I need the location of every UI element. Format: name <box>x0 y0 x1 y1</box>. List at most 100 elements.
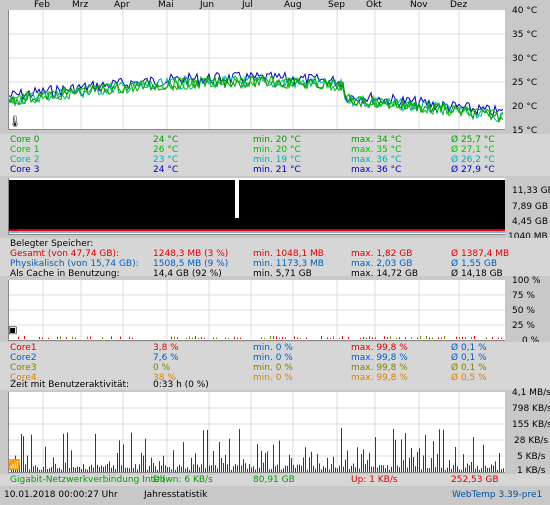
cpu-bar <box>420 336 421 339</box>
cpu-bar <box>102 337 103 339</box>
network-bar <box>107 463 108 472</box>
cpu-bar <box>279 337 280 339</box>
network-bar <box>31 434 32 472</box>
cpu-bar <box>285 337 286 339</box>
net-y-label: 798 KB/s <box>512 404 550 414</box>
network-bar <box>241 465 242 472</box>
cpu-legend: Core1 3,8 % min. 0 % max. 99,8 % Ø 0,1 %… <box>0 342 550 390</box>
temperature-chart <box>8 10 505 130</box>
network-bar <box>147 469 148 472</box>
memory-legend: Belegter Speicher: Gesamt (von 47,74 GB)… <box>0 238 550 279</box>
network-bar <box>289 454 290 472</box>
cpu-bar <box>111 336 112 339</box>
cpu-bar <box>426 336 427 339</box>
network-bar <box>127 467 128 472</box>
network-bar <box>275 466 276 472</box>
network-bar <box>429 468 430 472</box>
network-plot <box>9 392 505 472</box>
network-bar <box>205 468 206 472</box>
network-bar <box>287 465 288 472</box>
network-bar <box>93 467 94 472</box>
memory-gap <box>235 178 239 218</box>
cpu-bar <box>24 336 25 339</box>
cpu-bar <box>459 337 460 339</box>
network-bar <box>119 440 120 472</box>
cpu-bar <box>66 337 67 339</box>
temp-series-line <box>9 75 504 123</box>
network-bar <box>299 464 300 472</box>
network-bar <box>25 464 26 472</box>
network-legend: Gigabit-Netzwerkverbindung Intel( Down: … <box>0 474 550 486</box>
network-bar <box>291 458 292 472</box>
cpu-bar <box>486 337 487 339</box>
network-bar <box>29 469 30 472</box>
cpu-bar <box>441 337 442 339</box>
network-bar <box>489 467 490 472</box>
cpu-bar <box>375 337 376 339</box>
network-bar <box>355 467 356 472</box>
network-bar <box>475 468 476 472</box>
network-bar <box>203 430 204 472</box>
network-bar <box>209 465 210 472</box>
cpu-plot <box>9 280 505 340</box>
cpu-icon: ▣ <box>8 325 18 336</box>
network-bar <box>499 452 500 472</box>
network-bar <box>439 429 440 472</box>
network-bar <box>413 456 414 472</box>
cpu-bar <box>360 337 361 339</box>
network-bar <box>235 464 236 472</box>
network-bar <box>13 469 14 472</box>
network-bar <box>55 463 56 472</box>
network-bar <box>375 437 376 472</box>
footer-app-version[interactable]: WebTemp 3.39-pre1 <box>452 490 543 500</box>
network-bar <box>407 467 408 472</box>
cpu-bar <box>492 336 493 339</box>
network-bar <box>281 469 282 472</box>
network-bar <box>309 457 310 472</box>
network-bar <box>265 453 266 472</box>
cpu-bar <box>501 337 502 339</box>
network-bar <box>173 450 174 472</box>
month-axis: Feb Mrz Apr Mai Jun Jul Aug Sep Okt Nov Dez <box>8 0 504 10</box>
network-bar <box>49 468 50 472</box>
network-bar <box>455 446 456 472</box>
cpu-bar <box>282 336 283 339</box>
network-bar <box>59 467 60 472</box>
network-bar <box>229 438 230 472</box>
network-bar <box>427 468 428 472</box>
network-bar <box>37 467 38 472</box>
network-bar <box>73 467 74 472</box>
memory-icon: ▤ <box>8 221 18 232</box>
thermometer-icon: 🌡 <box>8 115 22 128</box>
cpu-bar <box>18 336 19 339</box>
network-bar <box>491 464 492 472</box>
network-bar <box>387 465 388 472</box>
temp-y-label: 15 °C <box>512 126 538 136</box>
cpu-bar <box>294 336 295 339</box>
cpu-bar <box>342 336 343 339</box>
cpu-bar <box>363 336 364 339</box>
network-bar <box>201 464 202 472</box>
network-bar <box>177 466 178 472</box>
network-bar <box>81 469 82 472</box>
network-bar <box>139 464 140 472</box>
network-bar <box>183 442 184 472</box>
network-bar <box>329 469 330 472</box>
network-bar <box>249 464 250 472</box>
network-bar <box>485 465 486 472</box>
network-bar <box>447 467 448 472</box>
network-bar <box>311 451 312 472</box>
cpu-y-label: 25 % <box>512 321 535 331</box>
network-bar <box>109 461 110 472</box>
network-bar <box>133 467 134 472</box>
network-bar <box>369 452 370 472</box>
network-bar <box>191 457 192 472</box>
network-bar <box>437 453 438 472</box>
network-bar <box>225 454 226 472</box>
network-bar <box>425 434 426 472</box>
network-bar <box>69 468 70 472</box>
network-bar <box>197 464 198 472</box>
network-bar <box>493 465 494 472</box>
network-bar <box>349 468 350 472</box>
network-bar <box>273 444 274 472</box>
